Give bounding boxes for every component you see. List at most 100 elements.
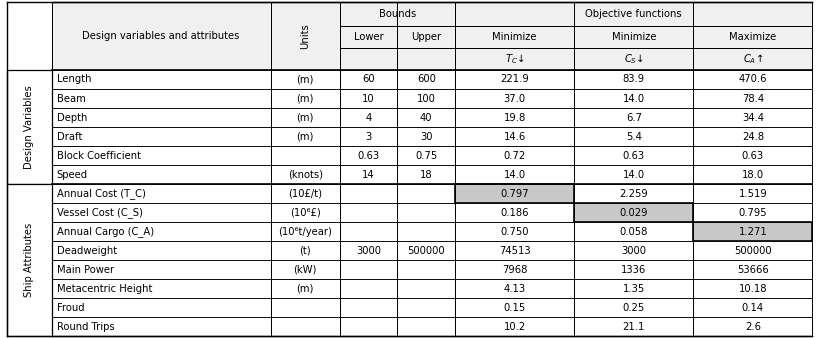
Text: 24.8: 24.8 xyxy=(742,131,764,142)
Text: 0.750: 0.750 xyxy=(500,227,529,237)
Text: (10⁶£): (10⁶£) xyxy=(290,208,320,218)
Bar xyxy=(694,108,812,127)
Text: (m): (m) xyxy=(296,74,314,84)
Bar xyxy=(397,279,455,298)
Bar xyxy=(694,317,812,336)
Bar xyxy=(574,279,694,298)
Bar xyxy=(574,165,694,184)
Bar xyxy=(340,70,397,89)
Text: 21.1: 21.1 xyxy=(622,322,645,332)
Bar xyxy=(397,165,455,184)
Text: Speed: Speed xyxy=(57,170,88,179)
Bar xyxy=(52,89,270,108)
Text: 5.4: 5.4 xyxy=(626,131,642,142)
Bar xyxy=(52,222,270,241)
Text: Annual Cargo (C_A): Annual Cargo (C_A) xyxy=(57,226,154,237)
Text: 0.795: 0.795 xyxy=(739,208,767,218)
Text: (m): (m) xyxy=(296,113,314,123)
Bar xyxy=(455,184,574,203)
Bar xyxy=(270,184,340,203)
Text: Main Power: Main Power xyxy=(57,265,114,275)
Bar xyxy=(574,184,694,203)
Text: 3000: 3000 xyxy=(622,246,646,256)
Bar xyxy=(694,127,812,146)
Bar xyxy=(52,2,270,70)
Bar xyxy=(574,146,694,165)
Text: Draft: Draft xyxy=(57,131,82,142)
Text: 14.0: 14.0 xyxy=(622,94,645,103)
Bar xyxy=(340,279,397,298)
Text: 60: 60 xyxy=(362,74,375,84)
Text: Deadweight: Deadweight xyxy=(57,246,116,256)
Text: Block Coefficient: Block Coefficient xyxy=(57,150,141,161)
Text: 19.8: 19.8 xyxy=(504,113,526,123)
Text: 10.2: 10.2 xyxy=(504,322,526,332)
Text: Minimize: Minimize xyxy=(612,32,656,42)
Bar xyxy=(340,26,397,48)
Text: Bounds: Bounds xyxy=(379,9,416,19)
Text: Objective functions: Objective functions xyxy=(586,9,682,19)
Text: 6.7: 6.7 xyxy=(626,113,642,123)
Bar xyxy=(340,127,397,146)
Bar xyxy=(270,2,340,70)
Text: (10⁶t/year): (10⁶t/year) xyxy=(278,227,333,237)
Bar xyxy=(694,26,812,48)
Bar xyxy=(340,2,455,26)
Text: Maximize: Maximize xyxy=(729,32,776,42)
Text: Lower: Lower xyxy=(354,32,383,42)
Bar xyxy=(397,222,455,241)
Bar xyxy=(455,70,574,89)
Text: 53666: 53666 xyxy=(737,265,769,275)
Text: 600: 600 xyxy=(417,74,436,84)
Bar xyxy=(270,279,340,298)
Bar xyxy=(455,279,574,298)
Bar xyxy=(397,89,455,108)
Bar xyxy=(340,203,397,222)
Bar xyxy=(52,108,270,127)
Text: 0.63: 0.63 xyxy=(358,150,380,161)
Bar xyxy=(340,222,397,241)
Text: (knots): (knots) xyxy=(287,170,323,179)
Text: 10.18: 10.18 xyxy=(739,284,767,294)
Bar xyxy=(340,89,397,108)
Text: Metacentric Height: Metacentric Height xyxy=(57,284,152,294)
Bar xyxy=(270,317,340,336)
Bar xyxy=(455,260,574,279)
Text: 0.058: 0.058 xyxy=(620,227,648,237)
Bar xyxy=(455,108,574,127)
Text: 0.25: 0.25 xyxy=(622,303,645,313)
Text: 500000: 500000 xyxy=(734,246,771,256)
Bar xyxy=(694,203,812,222)
Text: (m): (m) xyxy=(296,94,314,103)
Text: 2.6: 2.6 xyxy=(745,322,761,332)
Bar xyxy=(694,165,812,184)
Bar xyxy=(397,48,455,70)
Text: (kW): (kW) xyxy=(293,265,317,275)
Bar xyxy=(52,203,270,222)
Bar xyxy=(52,70,270,89)
Text: Froud: Froud xyxy=(57,303,84,313)
Bar xyxy=(397,127,455,146)
Bar xyxy=(340,165,397,184)
Bar xyxy=(340,146,397,165)
Bar xyxy=(397,184,455,203)
Bar xyxy=(397,108,455,127)
Bar xyxy=(52,146,270,165)
Bar xyxy=(694,241,812,260)
Bar xyxy=(694,70,812,89)
Text: Length: Length xyxy=(57,74,91,84)
Text: 30: 30 xyxy=(420,131,432,142)
Bar xyxy=(397,70,455,89)
Text: Depth: Depth xyxy=(57,113,87,123)
Bar xyxy=(270,298,340,317)
Text: 3000: 3000 xyxy=(356,246,381,256)
Text: Minimize: Minimize xyxy=(492,32,537,42)
Text: 10: 10 xyxy=(362,94,375,103)
Text: 1.519: 1.519 xyxy=(739,189,767,199)
Text: 0.63: 0.63 xyxy=(742,150,764,161)
Bar xyxy=(340,260,397,279)
Bar xyxy=(574,241,694,260)
Bar xyxy=(455,241,574,260)
Text: (m): (m) xyxy=(296,284,314,294)
Bar xyxy=(574,127,694,146)
